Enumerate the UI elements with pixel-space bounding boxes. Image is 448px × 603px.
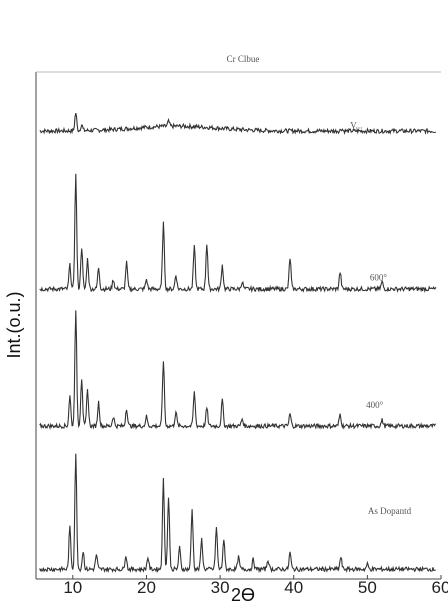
series-label: As Dopantd (368, 506, 412, 516)
y-axis-label: Int.(o.u.) (4, 291, 24, 358)
series-line-v- (39, 112, 437, 136)
series-line-600- (39, 173, 437, 294)
series-label: 600° (370, 273, 388, 283)
series-line-400- (39, 310, 436, 430)
x-tick-label: 10 (63, 578, 82, 597)
series-label: 400° (366, 400, 384, 410)
series-label: V... (350, 121, 362, 131)
chart-title: Cr Clbue (227, 54, 260, 64)
x-tick-label: 20 (137, 578, 156, 597)
x-tick-label: 50 (358, 578, 377, 597)
x-axis-label: 2ϴ (231, 585, 255, 603)
x-tick-label: 40 (284, 578, 303, 597)
x-tick-label: 60 (432, 578, 448, 597)
x-tick-label: 30 (211, 578, 230, 597)
series-line-as-dopantd (39, 453, 436, 574)
